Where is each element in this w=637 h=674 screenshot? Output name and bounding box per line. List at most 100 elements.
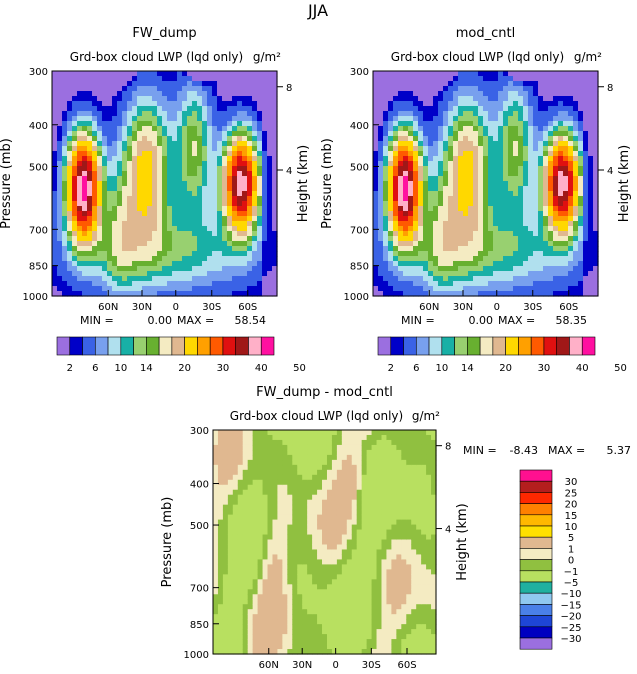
field-cell <box>182 196 188 202</box>
field-cell <box>132 271 138 277</box>
field-cell <box>227 236 233 242</box>
field-cell <box>287 494 293 501</box>
field-cell <box>252 131 258 137</box>
field-cell <box>192 136 198 142</box>
field-cell <box>257 236 263 242</box>
field-cell <box>583 116 589 122</box>
field-cell <box>478 91 484 97</box>
field-cell <box>483 256 489 262</box>
field-cell <box>92 281 98 287</box>
field-cell <box>438 121 444 127</box>
field-cell <box>267 634 274 640</box>
field-cell <box>443 151 449 157</box>
field-cell <box>197 86 203 92</box>
field-cell <box>207 136 213 142</box>
field-cell <box>277 494 283 501</box>
field-cell <box>67 276 73 282</box>
field-cell <box>222 246 228 252</box>
field-cell <box>373 191 379 197</box>
field-cell <box>217 111 223 117</box>
field-cell <box>167 276 173 282</box>
field-cell <box>87 126 93 132</box>
field-cell <box>207 241 213 247</box>
field-cell <box>413 256 419 262</box>
field-cell <box>247 101 253 107</box>
field-cell <box>162 206 168 212</box>
field-cell <box>222 469 229 476</box>
field-cell <box>272 71 278 77</box>
field-cell <box>428 221 434 227</box>
field-cell <box>548 156 554 162</box>
field-cell <box>72 71 78 77</box>
field-cell <box>413 211 419 217</box>
field-cell <box>588 201 594 207</box>
y-tick-label: 400 <box>29 121 48 132</box>
field-cell <box>162 201 168 207</box>
field-cell <box>107 281 113 287</box>
field-cell <box>473 141 479 147</box>
field-cell <box>383 146 389 152</box>
field-cell <box>262 454 269 461</box>
field-cell <box>568 276 574 282</box>
field-cell <box>52 101 58 107</box>
field-cell <box>478 121 484 127</box>
field-cell <box>252 624 259 630</box>
field-cell <box>262 126 268 132</box>
field-cell <box>418 91 424 97</box>
field-cell <box>202 276 208 282</box>
field-cell <box>493 111 499 117</box>
field-cell <box>568 96 574 102</box>
field-cell <box>67 146 73 152</box>
field-cell <box>242 231 248 237</box>
field-cell <box>92 156 98 162</box>
field-cell <box>52 106 58 112</box>
field-cell <box>217 281 223 287</box>
field-cell <box>237 549 244 556</box>
field-cell <box>142 226 148 232</box>
field-cell <box>102 251 108 257</box>
field-cell <box>252 171 258 177</box>
field-cell <box>172 166 178 172</box>
field-cell <box>593 241 599 247</box>
field-cell <box>513 216 519 222</box>
field-cell <box>252 141 258 147</box>
field-cell <box>247 276 253 282</box>
field-cell <box>213 574 219 580</box>
field-cell <box>92 231 98 237</box>
field-cell <box>513 116 519 122</box>
field-cell <box>182 266 188 272</box>
field-cell <box>543 246 549 252</box>
field-cell <box>383 216 389 222</box>
field-cell <box>72 101 78 107</box>
field-cell <box>152 276 158 282</box>
field-cell <box>448 116 454 122</box>
field-cell <box>292 579 298 585</box>
field-cell <box>518 71 524 77</box>
field-cell <box>488 281 494 287</box>
field-cell <box>147 151 153 157</box>
field-cell <box>217 276 223 282</box>
field-cell <box>72 166 78 172</box>
field-cell <box>458 256 464 262</box>
field-cell <box>282 634 288 640</box>
field-cell <box>112 121 118 127</box>
field-cell <box>398 146 404 152</box>
field-cell <box>453 71 459 77</box>
field-cell <box>242 494 249 501</box>
field-cell <box>62 131 68 137</box>
field-cell <box>167 236 173 242</box>
field-cell <box>142 231 148 237</box>
field-cell <box>222 584 229 590</box>
field-cell <box>157 246 163 252</box>
field-cell <box>292 559 298 565</box>
field-cell <box>398 126 404 132</box>
field-cell <box>403 161 409 167</box>
field-cell <box>127 106 133 112</box>
field-cell <box>297 504 303 511</box>
field-cell <box>137 196 143 202</box>
field-cell <box>297 594 303 600</box>
field-cell <box>242 534 249 541</box>
field-cell <box>87 101 93 107</box>
field-cell <box>247 634 254 640</box>
field-cell <box>72 121 78 127</box>
